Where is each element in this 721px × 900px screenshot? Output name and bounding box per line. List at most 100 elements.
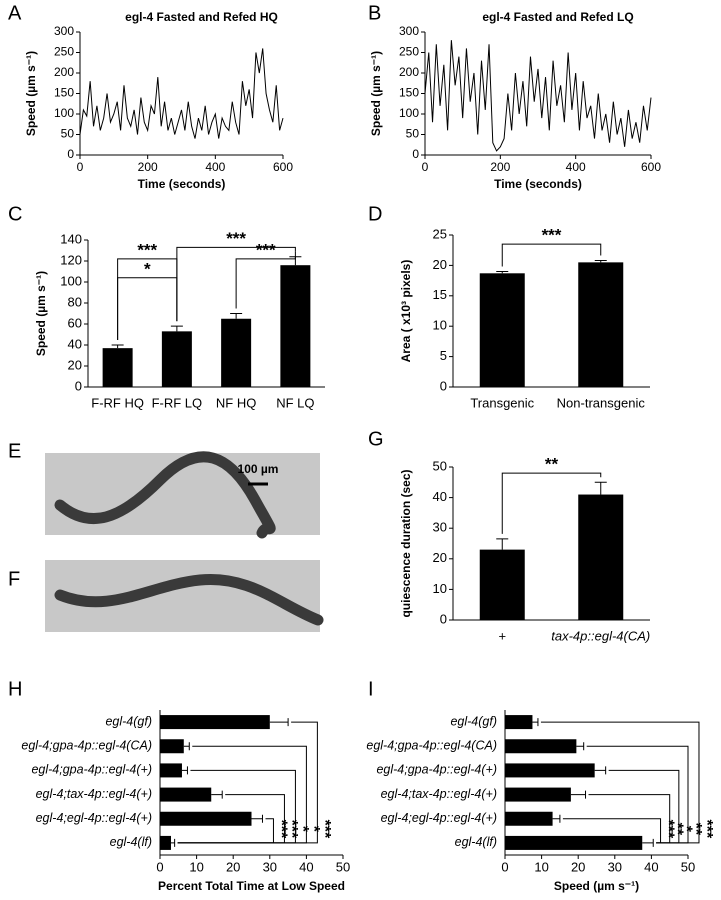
error-bar xyxy=(594,481,607,495)
panel-label: C xyxy=(8,203,22,225)
x-tick-label: tax-4p::egl-4(CA) xyxy=(551,628,650,643)
y-tick-label: egl-4;tax-4p::egl-4(+) xyxy=(36,787,152,801)
error-bar xyxy=(576,742,585,751)
y-tick-label: 15 xyxy=(433,287,447,302)
x-tick-label: 0 xyxy=(156,859,163,874)
x-tick-label: F-RF LQ xyxy=(152,395,203,410)
bar xyxy=(479,549,525,620)
bar xyxy=(505,811,553,826)
y-tick-label: 150 xyxy=(54,86,74,100)
speed-trace xyxy=(79,48,284,139)
panel-label: F xyxy=(8,568,20,590)
error-bar xyxy=(496,538,509,550)
x-tick-label: 40 xyxy=(644,859,658,874)
significance-bracket xyxy=(501,472,602,534)
significance-label: *** xyxy=(283,820,300,839)
error-bar xyxy=(183,742,190,751)
bar xyxy=(578,494,624,620)
error-bar xyxy=(594,260,607,263)
bar xyxy=(160,739,184,754)
bar xyxy=(280,265,311,387)
error-bar xyxy=(570,790,587,799)
y-tick-label: 50 xyxy=(433,458,447,473)
panel-label: I xyxy=(368,678,374,700)
significance-bracket xyxy=(177,818,274,844)
x-tick-label: 400 xyxy=(205,160,225,174)
significance-label: *** xyxy=(272,820,289,839)
x-tick-label: 50 xyxy=(336,859,350,874)
error-bar xyxy=(642,838,654,847)
x-tick-label: 600 xyxy=(273,160,293,174)
significance-bracket xyxy=(117,277,178,340)
error-bar xyxy=(251,814,263,823)
y-tick-label: 0 xyxy=(75,378,82,393)
y-tick-label: 0 xyxy=(440,378,447,393)
significance-label: * xyxy=(294,826,311,833)
x-tick-label: Non-transgenic xyxy=(557,395,646,410)
x-tick-label: 200 xyxy=(138,160,158,174)
y-tick-label: 100 xyxy=(54,106,74,120)
x-tick-label: 50 xyxy=(681,859,695,874)
chart-title: egl-4 Fasted and Refed HQ xyxy=(125,10,278,24)
significance-bracket xyxy=(235,251,296,309)
x-tick-label: F-RF HQ xyxy=(91,395,144,410)
x-tick-label: + xyxy=(498,628,506,643)
y-tick-label: 0 xyxy=(440,611,447,626)
x-tick-label: 400 xyxy=(566,160,586,174)
significance-label: *** xyxy=(316,820,333,839)
y-tick-label: 60 xyxy=(68,315,82,330)
bar xyxy=(160,787,212,802)
y-tick-label: 5 xyxy=(440,348,447,363)
y-tick-label: 120 xyxy=(60,252,82,267)
bar xyxy=(160,835,171,850)
y-axis-label: Area ( x10³ pixels) xyxy=(399,260,413,363)
y-tick-label: 100 xyxy=(399,106,419,120)
significance-label: *** xyxy=(226,229,246,248)
significance-label: ** xyxy=(545,455,559,474)
y-tick-label: 150 xyxy=(399,86,419,100)
x-axis-label: Time (seconds) xyxy=(138,177,226,191)
significance-bracket xyxy=(501,243,602,267)
axis xyxy=(79,32,283,156)
significance-label: * xyxy=(305,826,322,833)
bar xyxy=(160,715,270,730)
bar xyxy=(160,811,252,826)
panel-label: A xyxy=(8,2,22,24)
error-bar xyxy=(496,270,509,274)
axis xyxy=(159,710,343,856)
worm xyxy=(54,451,276,539)
x-tick-label: 600 xyxy=(641,160,661,174)
significance-label: ** xyxy=(668,823,685,836)
x-tick-label: 30 xyxy=(263,859,277,874)
error-bar xyxy=(170,325,183,332)
error-bar xyxy=(269,718,289,727)
y-tick-label: 20 xyxy=(68,357,82,372)
x-axis-label: Percent Total Time at Low Speed xyxy=(158,879,345,893)
bar xyxy=(505,835,643,850)
error-bar xyxy=(594,766,607,775)
x-tick-label: NF LQ xyxy=(276,395,314,410)
chart-title: egl-4 Fasted and Refed LQ xyxy=(482,10,633,24)
bar xyxy=(221,318,252,387)
x-tick-label: 0 xyxy=(77,160,84,174)
error-bar xyxy=(532,718,539,727)
x-axis-label: Time (seconds) xyxy=(494,177,582,191)
y-tick-label: egl-4(lf) xyxy=(455,835,497,849)
bar xyxy=(160,763,182,778)
significance-label: *** xyxy=(542,226,562,245)
bar xyxy=(479,273,525,387)
y-tick-label: egl-4;tax-4p::egl-4(+) xyxy=(381,787,497,801)
y-tick-label: 80 xyxy=(68,294,82,309)
bar xyxy=(578,262,624,387)
y-tick-label: egl-4;gpa-4p::egl-4(CA) xyxy=(21,739,152,753)
axis xyxy=(424,32,651,156)
significance-label: ** xyxy=(687,823,704,836)
y-tick-label: egl-4;gpa-4p::egl-4(CA) xyxy=(366,739,497,753)
bar xyxy=(505,739,577,754)
panel-label: D xyxy=(368,203,382,225)
panel-label: G xyxy=(368,428,384,450)
error-bar xyxy=(211,790,223,799)
x-tick-label: Transgenic xyxy=(470,395,534,410)
significance-label: *** xyxy=(659,820,676,839)
x-tick-label: 10 xyxy=(534,859,548,874)
